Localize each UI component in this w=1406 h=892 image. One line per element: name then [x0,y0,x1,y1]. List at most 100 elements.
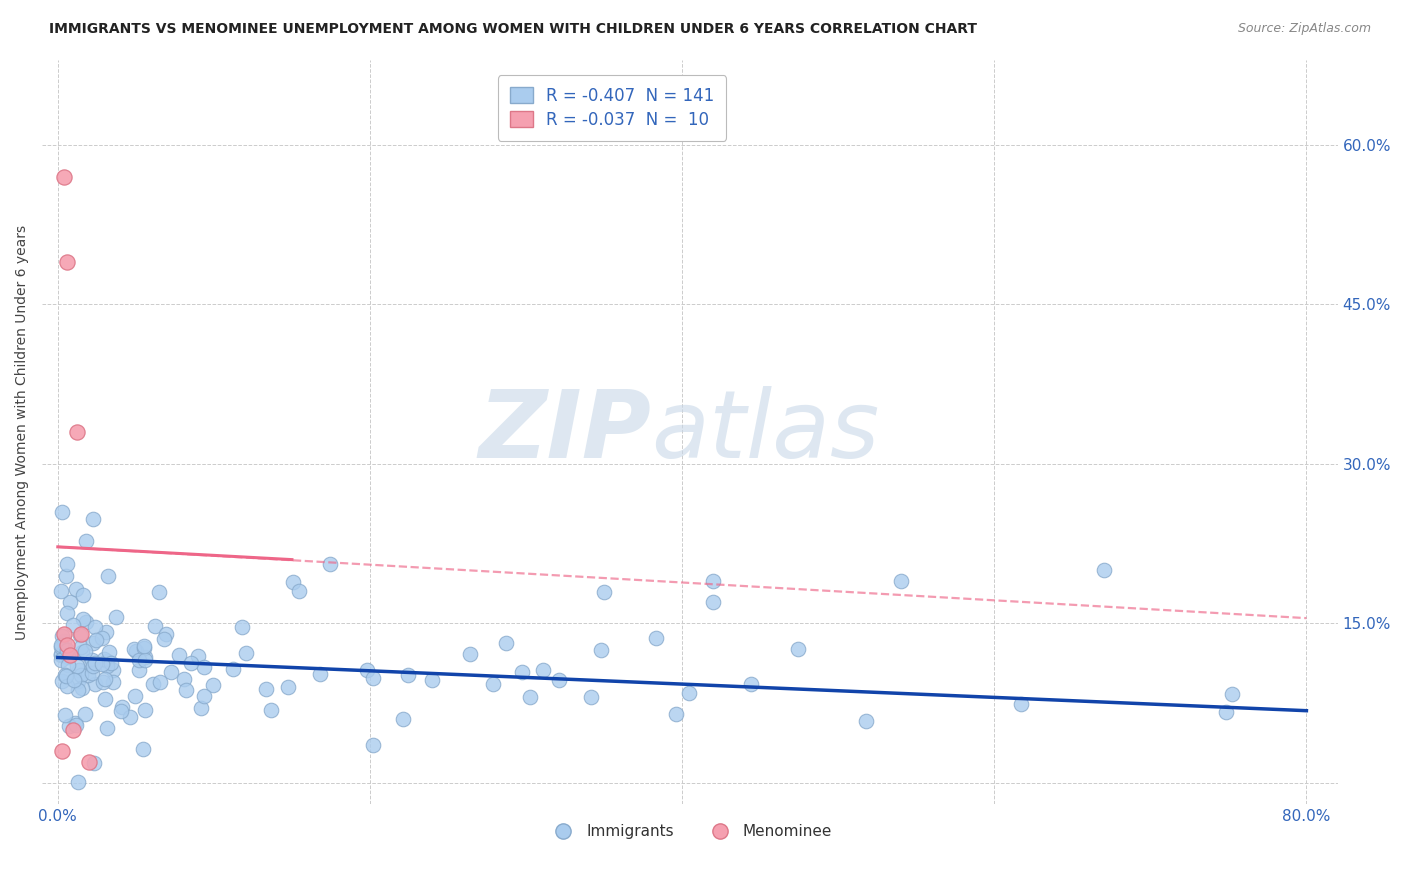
Y-axis label: Unemployment Among Women with Children Under 6 years: Unemployment Among Women with Children U… [15,225,30,640]
Point [740,677,762,691]
Point [134,650,156,665]
Point [702,574,724,588]
Point [589,642,612,657]
Point [79,657,101,671]
Point [65,425,87,439]
Point [235,646,257,660]
Point [51,744,73,758]
Point [105,609,128,624]
Point [66,674,89,689]
Point [510,665,533,680]
Point [58,719,80,733]
Point [93,692,115,706]
Point [90,631,112,645]
Text: IMMIGRANTS VS MENOMINEE UNEMPLOYMENT AMONG WOMEN WITH CHILDREN UNDER 6 YEARS COR: IMMIGRANTS VS MENOMINEE UNEMPLOYMENT AMO… [49,22,977,37]
Point [148,584,170,599]
Point [152,632,174,646]
Point [83,756,105,770]
Point [73,706,96,721]
Point [72,645,94,659]
Point [222,662,245,676]
Point [70,640,93,655]
Point [155,627,177,641]
Point [128,663,150,677]
Text: Source: ZipAtlas.com: Source: ZipAtlas.com [1237,22,1371,36]
Point [51,505,73,519]
Point [63,673,86,687]
Point [55,568,77,582]
Point [361,671,384,685]
Point [128,653,150,667]
Point [49,653,72,667]
Point [65,582,87,596]
Point [98,645,121,659]
Point [84,656,107,670]
Point [1215,705,1237,719]
Point [231,619,253,633]
Point [49,638,72,652]
Point [66,658,89,673]
Point [67,775,90,789]
Point [142,676,165,690]
Point [52,633,75,648]
Point [288,584,311,599]
Point [97,569,120,583]
Point [59,648,82,663]
Point [665,707,688,722]
Point [309,666,332,681]
Legend: Immigrants, Menominee: Immigrants, Menominee [541,818,838,845]
Point [84,633,107,648]
Point [91,675,114,690]
Point [77,668,100,682]
Point [65,717,87,731]
Point [82,636,104,650]
Point [56,606,79,620]
Point [93,672,115,686]
Point [187,649,209,664]
Point [124,689,146,703]
Point [193,659,215,673]
Point [72,612,94,626]
Point [82,658,104,673]
Point [593,584,616,599]
Point [458,647,481,661]
Point [56,254,79,268]
Point [69,628,91,642]
Point [283,574,305,589]
Point [56,679,79,693]
Point [319,558,342,572]
Point [176,683,198,698]
Point [392,712,415,726]
Point [75,533,97,548]
Point [67,663,90,677]
Point [531,663,554,677]
Point [53,668,76,682]
Point [1092,563,1115,577]
Point [495,636,517,650]
Point [56,650,79,665]
Point [100,657,122,671]
Point [84,677,107,691]
Point [55,668,77,682]
Point [51,648,73,662]
Point [96,721,118,735]
Point [75,615,97,629]
Point [110,704,132,718]
Point [361,738,384,752]
Point [143,619,166,633]
Point [53,708,76,723]
Point [678,686,700,700]
Point [1220,687,1243,701]
Point [122,642,145,657]
Point [51,674,73,689]
Point [96,625,118,640]
Point [96,654,118,668]
Point [80,665,103,680]
Point [53,169,76,184]
Point [70,681,93,695]
Point [63,715,86,730]
Point [82,512,104,526]
Point [125,644,148,658]
Point [134,702,156,716]
Point [62,617,84,632]
